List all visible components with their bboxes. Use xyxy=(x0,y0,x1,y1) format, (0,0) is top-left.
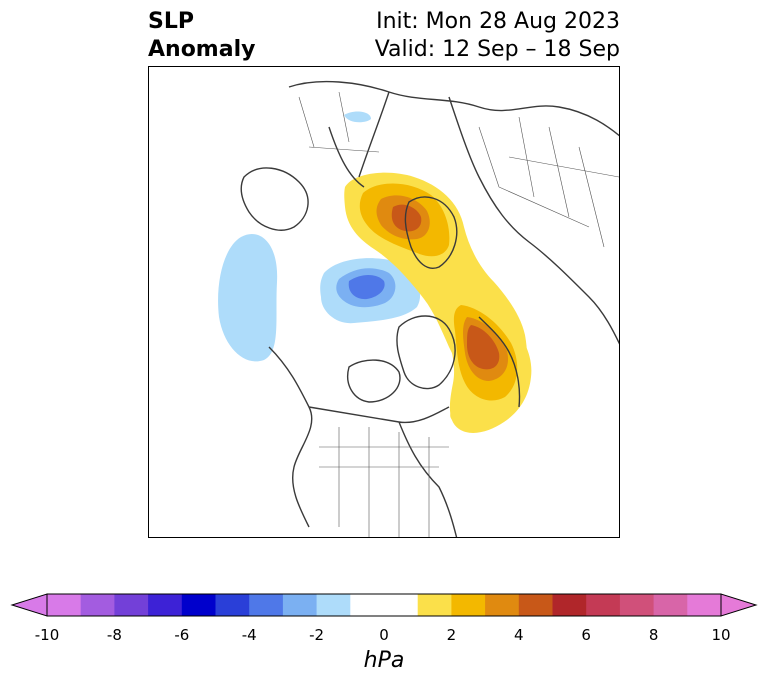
colorbar-segment xyxy=(249,594,284,616)
colorbar-segment xyxy=(687,594,722,616)
colorbar-segment xyxy=(350,594,385,616)
colorbar-segment xyxy=(282,594,318,616)
forecast-info: Init: Mon 28 Aug 2023 Valid: 12 Sep – 18… xyxy=(375,8,620,64)
colorbar xyxy=(10,593,758,617)
colorbar-segment xyxy=(552,594,587,616)
colorbar-segment xyxy=(47,594,82,616)
map-canvas xyxy=(218,80,619,537)
colorbar-tick-label: -10 xyxy=(34,626,60,644)
colorbar-segment xyxy=(619,594,655,616)
colorbar-segment xyxy=(215,594,250,616)
map-title: SLP Anomaly xyxy=(148,8,255,64)
negative-anomaly-small-siberia xyxy=(344,111,371,123)
colorbar-tick-label: 8 xyxy=(648,626,659,644)
title-variable-type: Anomaly xyxy=(148,37,256,62)
colorbar-segment xyxy=(518,594,553,616)
negative-anomaly-pacific xyxy=(218,234,278,362)
title-variable: SLP xyxy=(148,9,194,34)
colorbar-tick-label: 6 xyxy=(581,626,591,644)
colorbar-border xyxy=(46,593,722,617)
map-panel xyxy=(148,66,620,538)
colorbar-segment xyxy=(586,594,621,616)
init-date: Init: Mon 28 Aug 2023 xyxy=(376,9,620,34)
colorbar-segment xyxy=(114,594,149,616)
positive-anomaly-greenland xyxy=(436,284,532,433)
colorbar-segment xyxy=(417,594,452,616)
colorbar-segment xyxy=(451,594,486,616)
coastlines xyxy=(240,80,619,537)
colorbar-tick-label: 4 xyxy=(514,626,524,644)
positive-anomaly-atlantic-tail xyxy=(450,401,499,423)
colorbar-segment xyxy=(80,594,115,616)
colorbar-segment xyxy=(148,594,183,616)
colorbar-tick-label: -8 xyxy=(106,626,122,644)
negative-anomaly-arctic xyxy=(320,258,421,324)
colorbar-tick-label: -4 xyxy=(241,626,257,644)
colorbar-unit-label: hPa xyxy=(363,648,405,673)
colorbar-tick-label: 0 xyxy=(379,626,389,644)
political-borders xyxy=(298,91,619,537)
colorbar-tick-label: -6 xyxy=(174,626,190,644)
valid-range: Valid: 12 Sep – 18 Sep xyxy=(374,37,620,62)
colorbar-segment xyxy=(653,594,688,616)
colorbar-tick-label: 10 xyxy=(711,626,731,644)
colorbar-segment xyxy=(384,594,419,616)
colorbar-tick-label: 2 xyxy=(446,626,457,644)
colorbar-tick-label: -2 xyxy=(309,626,325,644)
colorbar-segment xyxy=(485,594,520,616)
colorbar-segment xyxy=(181,594,216,616)
colorbar-under-arrow xyxy=(10,593,48,617)
colorbar-segment xyxy=(316,594,351,616)
colorbar-over-arrow xyxy=(720,593,758,617)
